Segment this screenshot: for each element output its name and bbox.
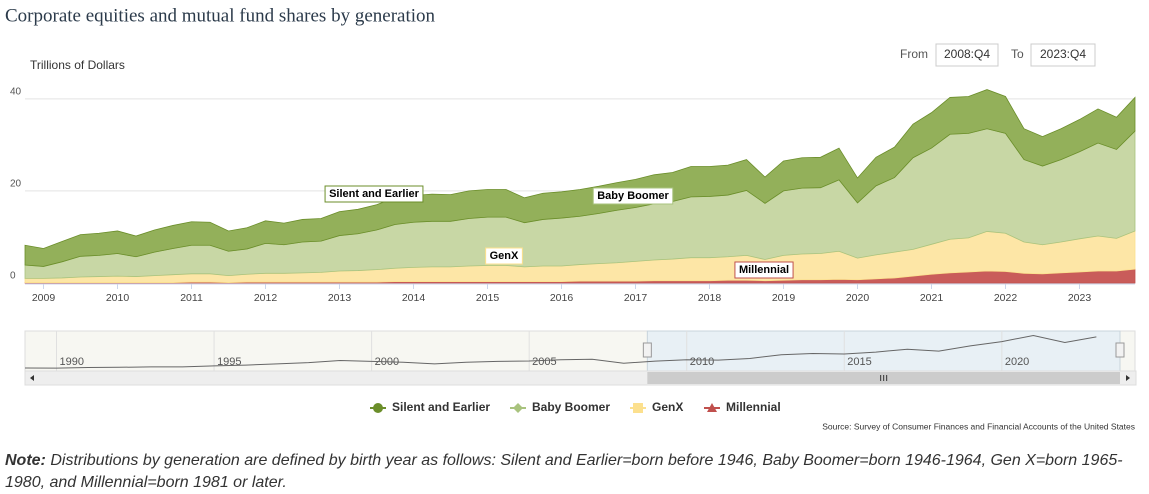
- navigator-line: [24, 334, 1097, 369]
- series-label: Millennial: [739, 264, 789, 276]
- series-label: Baby Boomer: [597, 190, 669, 202]
- legend-marker: [373, 403, 383, 413]
- y-tick-label: 0: [10, 271, 16, 282]
- series-label-box: [324, 185, 424, 203]
- chart: Corporate equities and mutual fund share…: [5, 5, 1137, 431]
- x-tick-label: 2017: [624, 292, 648, 304]
- legend-label[interactable]: GenX: [652, 400, 683, 414]
- legend-marker: [513, 403, 523, 413]
- legend-label[interactable]: Millennial: [726, 400, 781, 414]
- scrollbar-left-arrow[interactable]: [30, 375, 34, 381]
- navigator-tick-label: 2020: [1005, 356, 1029, 368]
- legend-label[interactable]: Silent and Earlier: [392, 400, 490, 414]
- legend-marker: [633, 403, 643, 413]
- range-from-value[interactable]: 2008:Q4: [944, 47, 990, 61]
- series-label: GenX: [490, 250, 519, 262]
- x-tick-label: 2012: [254, 292, 278, 304]
- x-tick-label: 2022: [994, 292, 1018, 304]
- range-to-input[interactable]: [1030, 43, 1096, 67]
- x-tick-label: 2011: [180, 292, 203, 304]
- x-tick-label: 2020: [846, 292, 870, 304]
- range-to-label: To: [1011, 47, 1024, 61]
- x-tick-label: 2016: [550, 292, 574, 304]
- navigator-tick-label: 1990: [60, 356, 84, 368]
- note-text: Distributions by generation are defined …: [5, 452, 1123, 491]
- series-label-box: [485, 247, 523, 265]
- source: Source: Survey of Consumer Finances and …: [822, 421, 1135, 431]
- x-tick-label: 2014: [402, 292, 426, 304]
- x-tick-label: 2018: [698, 292, 722, 304]
- x-tick-label: 2009: [32, 292, 56, 304]
- range-to-value[interactable]: 2023:Q4: [1040, 47, 1086, 61]
- series-label-box: [592, 187, 674, 205]
- note: Note: Distributions by generation are de…: [5, 450, 1135, 494]
- x-tick-label: 2023: [1068, 292, 1092, 304]
- x-tick-label: 2019: [772, 292, 796, 304]
- navigator-tick-label: 2015: [847, 356, 871, 368]
- navigator-handle[interactable]: [642, 342, 652, 358]
- y-tick-label: 20: [10, 179, 22, 190]
- chart-title: Corporate equities and mutual fund share…: [5, 5, 436, 26]
- navigator-handle[interactable]: [1115, 342, 1125, 358]
- series-label: Silent and Earlier: [329, 188, 420, 200]
- series-label-box: [734, 261, 794, 279]
- navigator-tick-label: 2005: [532, 356, 556, 368]
- legend-marker: [707, 403, 717, 412]
- x-tick-label: 2015: [476, 292, 500, 304]
- navigator-tick-label: 2010: [690, 356, 714, 368]
- y-tick-label: 40: [10, 86, 22, 97]
- x-tick-label: 2010: [106, 292, 130, 304]
- scrollbar-right-arrow[interactable]: [1126, 375, 1130, 381]
- legend-label[interactable]: Baby Boomer: [532, 400, 610, 414]
- x-tick-label: 2021: [920, 292, 944, 304]
- range-from-input[interactable]: [935, 43, 999, 67]
- range-from-label: From: [900, 47, 928, 61]
- y-axis-label: Trillions of Dollars: [30, 58, 125, 72]
- x-tick-label: 2013: [328, 292, 352, 304]
- note-label: Note:: [5, 452, 46, 469]
